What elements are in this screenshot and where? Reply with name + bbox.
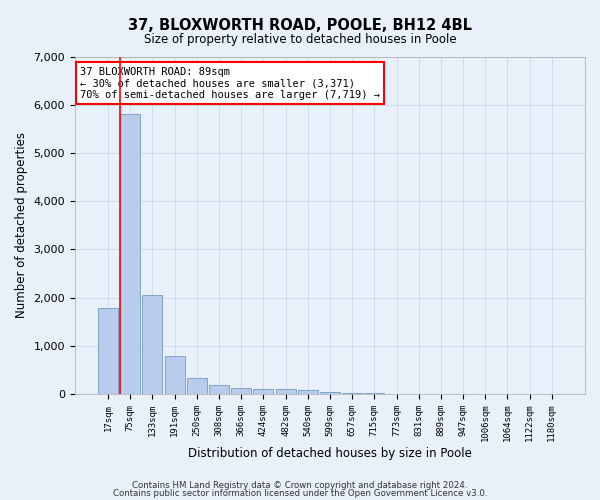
Bar: [164, 356, 185, 394]
Bar: [342, 392, 362, 394]
Bar: [253, 389, 274, 394]
Text: Contains public sector information licensed under the Open Government Licence v3: Contains public sector information licen…: [113, 489, 487, 498]
Bar: [320, 392, 340, 394]
Bar: [209, 385, 229, 394]
Bar: [364, 393, 385, 394]
Y-axis label: Number of detached properties: Number of detached properties: [15, 132, 28, 318]
Bar: [275, 390, 296, 394]
Text: Contains HM Land Registry data © Crown copyright and database right 2024.: Contains HM Land Registry data © Crown c…: [132, 480, 468, 490]
Text: 37 BLOXWORTH ROAD: 89sqm
← 30% of detached houses are smaller (3,371)
70% of sem: 37 BLOXWORTH ROAD: 89sqm ← 30% of detach…: [80, 66, 380, 100]
Text: Size of property relative to detached houses in Poole: Size of property relative to detached ho…: [143, 32, 457, 46]
Bar: [187, 378, 207, 394]
Bar: [98, 308, 118, 394]
Bar: [142, 294, 163, 394]
Bar: [231, 388, 251, 394]
Bar: [120, 114, 140, 394]
Text: 37, BLOXWORTH ROAD, POOLE, BH12 4BL: 37, BLOXWORTH ROAD, POOLE, BH12 4BL: [128, 18, 472, 32]
Bar: [298, 390, 318, 394]
X-axis label: Distribution of detached houses by size in Poole: Distribution of detached houses by size …: [188, 447, 472, 460]
